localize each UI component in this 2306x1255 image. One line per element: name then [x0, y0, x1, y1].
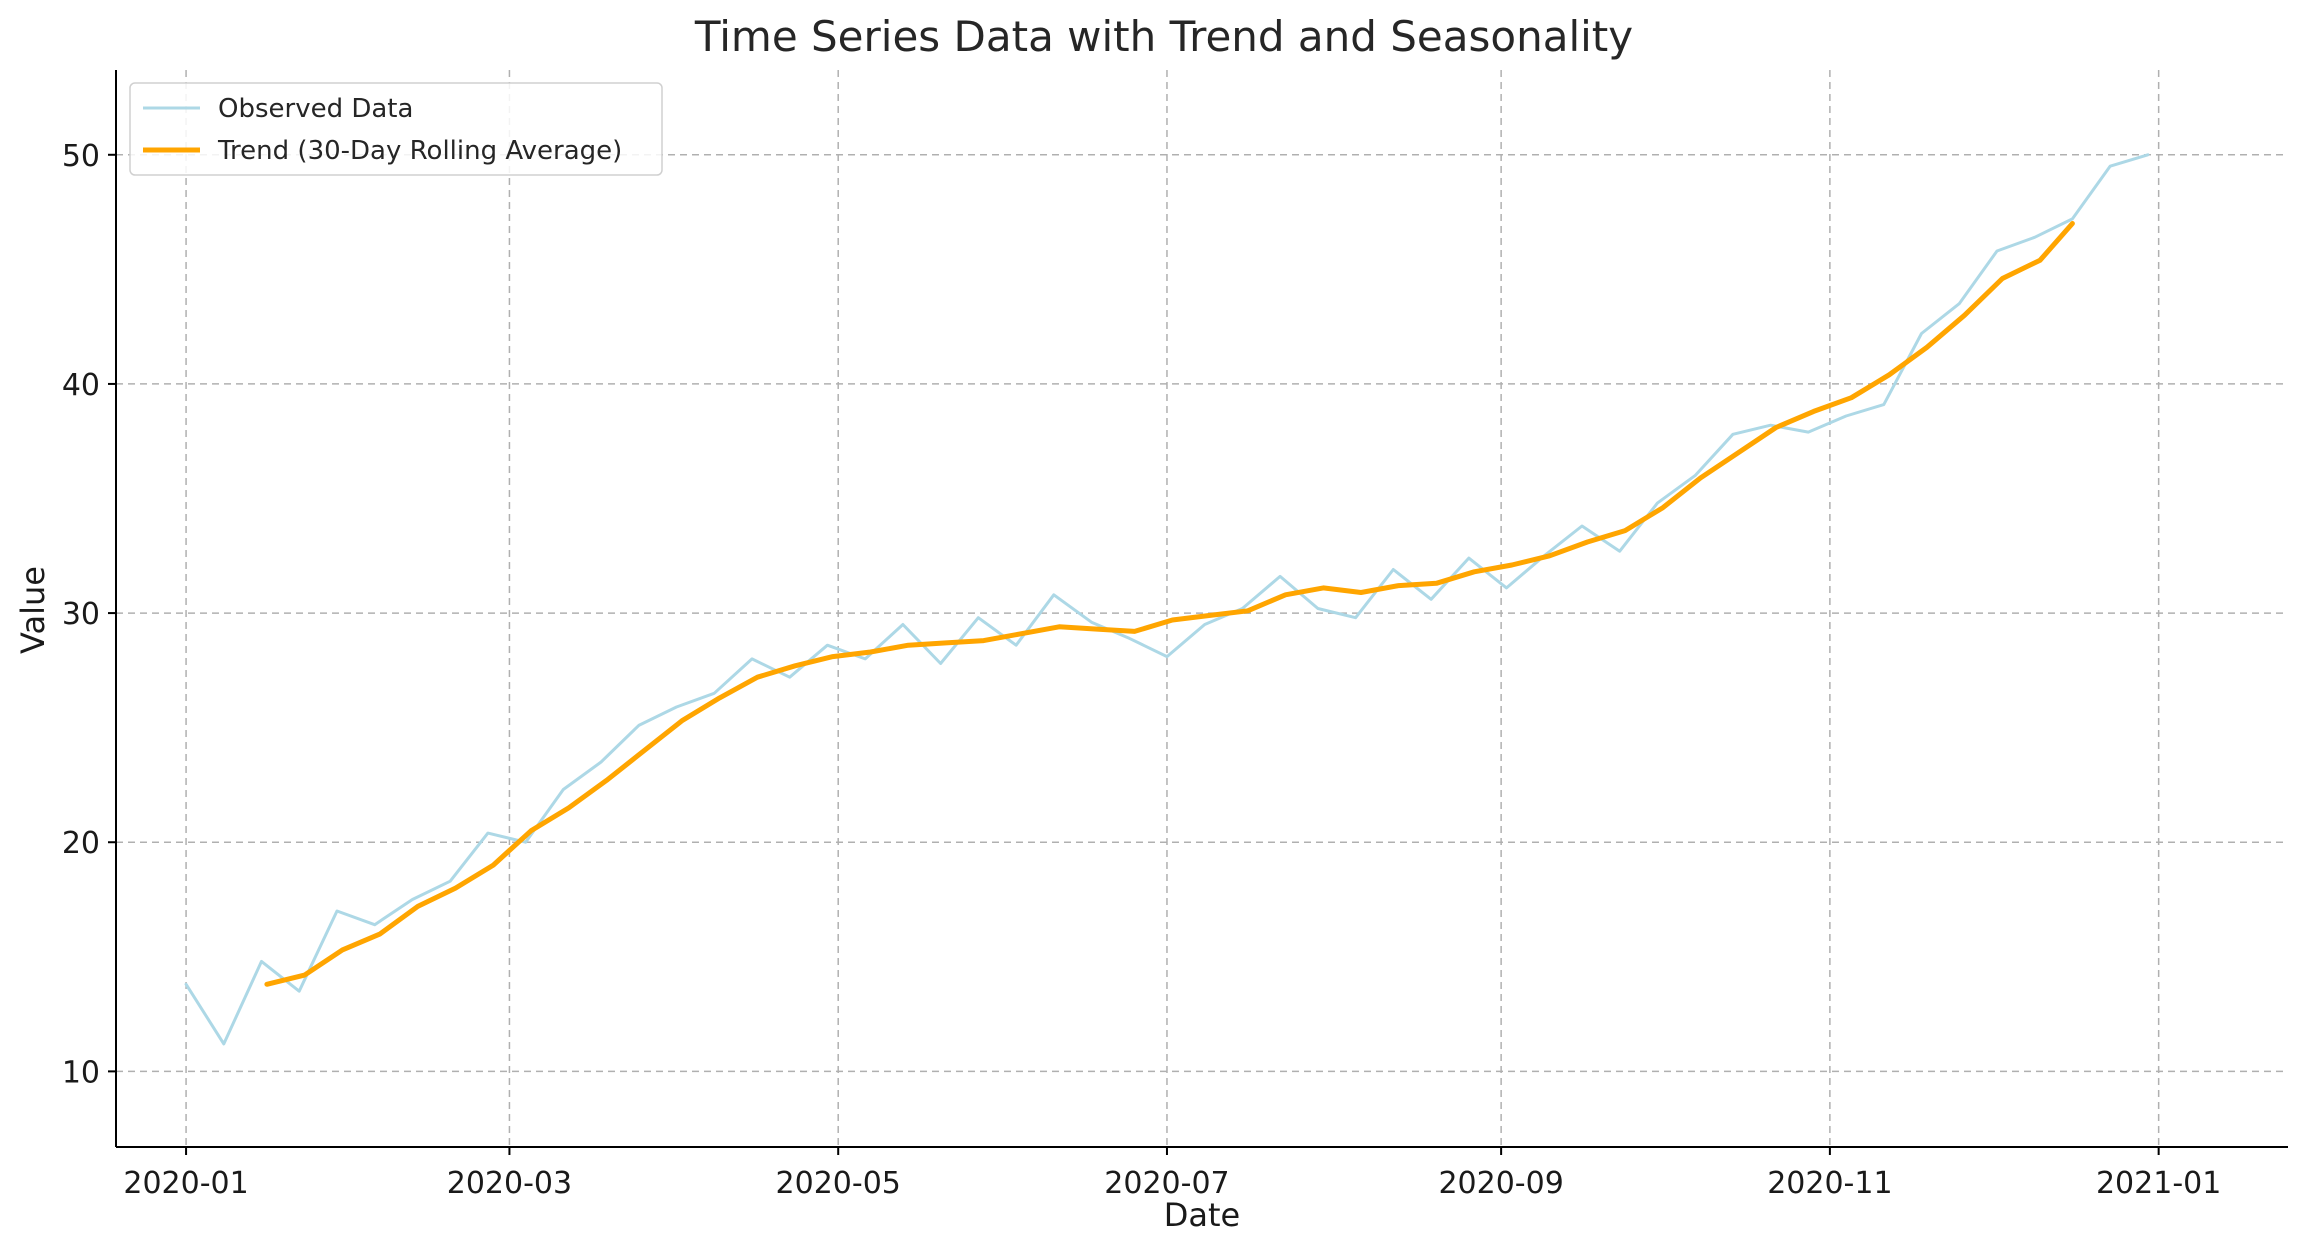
legend-label-trend: Trend (30-Day Rolling Average)	[217, 136, 622, 166]
y-tick-label: 30	[62, 597, 100, 632]
axis-ticks: 10 20 30 40 50 2020-01 2020-03 2020-05 2020-07 20…	[62, 139, 2222, 1201]
y-tick-label: 50	[62, 139, 100, 174]
gridlines	[116, 70, 2288, 1147]
legend-label-observed: Observed Data	[218, 94, 413, 124]
x-tick-label: 2020-07	[1104, 1166, 1229, 1201]
y-tick-label: 10	[62, 1055, 100, 1090]
trend-line	[264, 221, 2075, 987]
y-tick-label: 20	[62, 826, 100, 861]
x-tick-label: 2020-09	[1438, 1166, 1563, 1201]
series-layer	[184, 153, 2150, 1046]
y-axis-label: Value	[14, 566, 52, 654]
x-tick-label: 2020-11	[1767, 1166, 1892, 1201]
x-tick-label: 2020-03	[447, 1166, 572, 1201]
x-tick-label: 2020-01	[123, 1166, 248, 1201]
x-tick-label: 2021-01	[2096, 1166, 2221, 1201]
legend-box	[129, 82, 663, 176]
x-axis-label: Date	[1164, 1196, 1240, 1234]
y-tick-label: 40	[62, 368, 100, 403]
x-tick-label: 2020-05	[776, 1166, 901, 1201]
legend: Observed Data Trend (30-Day Rolling Aver…	[129, 82, 663, 176]
axes-frame	[115, 70, 2288, 1148]
chart-title: Time Series Data with Trend and Seasonal…	[694, 12, 1633, 61]
observed-data-line	[184, 153, 2150, 1046]
